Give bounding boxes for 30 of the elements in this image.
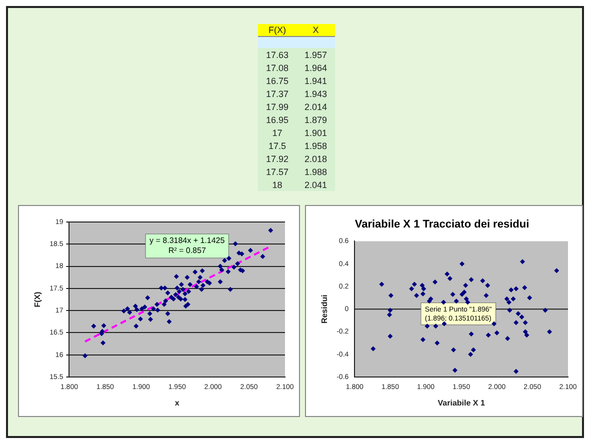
- category-label: X: [296, 24, 336, 36]
- text: 1.988: [304, 166, 328, 178]
- text: 17.92: [265, 152, 290, 165]
- text: 1.957: [304, 48, 328, 61]
- text: 17: [271, 126, 284, 139]
- text: 1.901: [304, 126, 328, 139]
- text: 2.018: [304, 152, 328, 165]
- text: 1.964: [304, 62, 328, 74]
- text: 18: [271, 178, 284, 191]
- text: 1.958: [304, 140, 328, 152]
- text: 1.941: [304, 74, 328, 87]
- x-axis-title: x: [174, 398, 180, 408]
- text: 17.37: [265, 88, 290, 100]
- text: 16.95: [265, 114, 290, 126]
- text: 1.879: [304, 114, 328, 126]
- text: 2.014: [304, 100, 328, 113]
- y-axis-title: Residui: [320, 294, 330, 324]
- text: 16.75: [265, 74, 290, 87]
- text: 2.041: [304, 178, 328, 191]
- x-axis-title: Variabile X 1: [438, 398, 486, 408]
- category-label: F(X): [258, 24, 297, 36]
- text: 17.5: [268, 140, 288, 152]
- text: 17.08: [265, 62, 290, 74]
- annotation: y = 8.3184x + 1.1425 R² = 0.857: [150, 236, 226, 256]
- text: 1.943: [304, 88, 328, 100]
- text: 17.99: [265, 100, 290, 113]
- chart-title: Variabile X 1 Tracciato dei residui: [354, 218, 530, 231]
- text: 17.57: [265, 166, 290, 178]
- text: 17.63: [265, 48, 290, 61]
- y-axis-title: F(X): [33, 291, 42, 308]
